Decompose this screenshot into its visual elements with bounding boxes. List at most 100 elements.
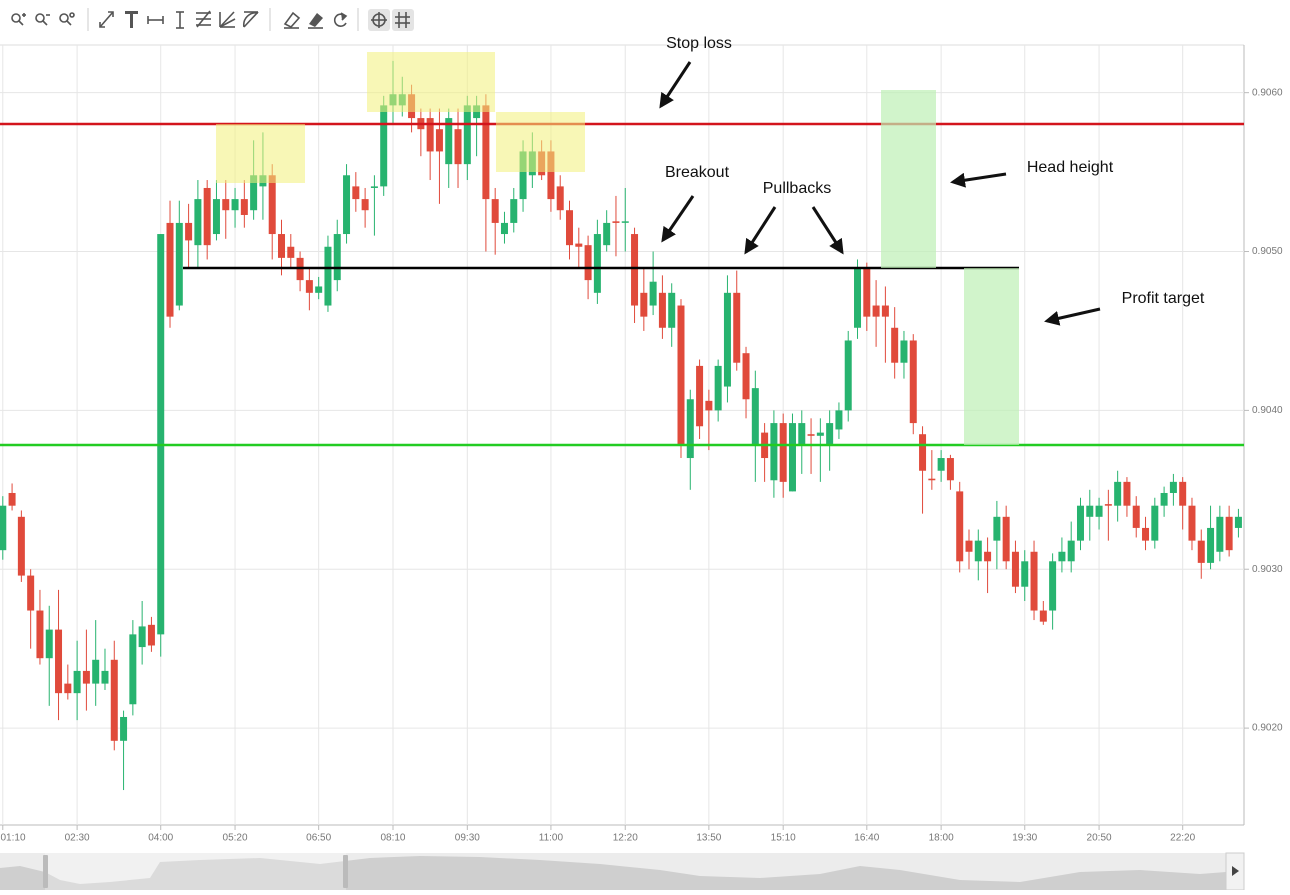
- candle-body: [993, 516, 1001, 541]
- navigator-handle[interactable]: [343, 855, 348, 888]
- candle-body: [1216, 516, 1224, 552]
- y-tick-label: 0.9060: [1252, 87, 1283, 98]
- y-tick-label: 0.9040: [1252, 405, 1283, 416]
- candle-body: [73, 670, 81, 694]
- grid-tool-active[interactable]: [392, 9, 414, 31]
- candle-body: [36, 610, 44, 659]
- candle-body: [92, 659, 100, 684]
- candles: [0, 60, 1242, 791]
- candle-body: [612, 221, 620, 223]
- candle-body: [835, 410, 843, 430]
- candle-body: [696, 365, 704, 427]
- navigator-handle[interactable]: [43, 855, 48, 888]
- candle-body: [157, 234, 165, 635]
- candle-body: [974, 540, 982, 562]
- candle-body: [482, 105, 490, 200]
- x-tick-label: 20:50: [1087, 833, 1112, 844]
- candle-body: [333, 234, 341, 281]
- zoom-in-tool[interactable]: [11, 13, 26, 26]
- candle-body: [1049, 561, 1057, 611]
- candle-body: [779, 423, 787, 482]
- y-tick-label: 0.9020: [1252, 723, 1283, 734]
- candle-body: [370, 186, 378, 188]
- candle-body: [1002, 516, 1010, 562]
- text-tool[interactable]: [125, 11, 138, 28]
- horizontal-measure-tool[interactable]: [147, 16, 164, 24]
- candle-body: [435, 129, 443, 152]
- candle-body: [1234, 516, 1242, 528]
- fibonacci-tool[interactable]: [196, 10, 211, 28]
- x-tick-label: 04:00: [148, 833, 173, 844]
- annotation: Profit target: [1122, 290, 1205, 307]
- x-tick-label: 08:10: [380, 833, 405, 844]
- candle-body: [844, 340, 852, 411]
- candle-body: [956, 491, 964, 562]
- candle-body: [742, 353, 750, 400]
- arc-tool[interactable]: [243, 11, 259, 28]
- candle-body: [1207, 527, 1215, 563]
- x-tick-label: 12:20: [613, 833, 638, 844]
- candle-body: [500, 222, 508, 235]
- candle-body: [101, 670, 109, 684]
- candle-body: [1188, 505, 1196, 541]
- candle-body: [1169, 481, 1177, 493]
- candle-body: [919, 434, 927, 471]
- highlight-box: [496, 112, 585, 172]
- candle-body: [593, 234, 601, 293]
- candle-body: [278, 234, 286, 258]
- candle-body: [946, 458, 954, 481]
- candle-body: [8, 492, 16, 506]
- x-tick-label: 09:30: [455, 833, 480, 844]
- grid-tool[interactable]: [395, 12, 410, 28]
- erase-all-tool[interactable]: [308, 13, 323, 29]
- y-tick-label: 0.9050: [1252, 246, 1283, 257]
- candle-body: [1039, 610, 1047, 622]
- candle-body: [129, 634, 137, 705]
- candle-body: [82, 670, 90, 684]
- candle-body: [863, 268, 871, 317]
- fan-tool[interactable]: [219, 11, 236, 28]
- candle-body: [1104, 504, 1112, 506]
- candle-body: [556, 186, 564, 211]
- x-tick-label: 22:20: [1170, 833, 1195, 844]
- candle-body: [17, 516, 25, 576]
- arrow: [811, 206, 844, 255]
- candle-body: [1114, 481, 1122, 506]
- candle-body: [352, 186, 360, 200]
- crosshair-tool[interactable]: [371, 12, 387, 28]
- candle-body: [1123, 481, 1131, 506]
- candle-body: [343, 175, 351, 235]
- zoom-reset-tool[interactable]: [59, 12, 75, 26]
- zoom-out-tool[interactable]: [35, 13, 50, 26]
- candle-body: [1011, 551, 1019, 587]
- navigator-window[interactable]: [45, 853, 346, 890]
- candle-body: [463, 105, 471, 165]
- candle-body: [27, 575, 35, 611]
- x-tick-label: 13:50: [696, 833, 721, 844]
- candle-body: [668, 292, 676, 328]
- candle-body: [361, 199, 369, 211]
- navigator-series: [0, 856, 1226, 890]
- refresh-tool[interactable]: [333, 12, 348, 27]
- candle-body: [928, 478, 936, 481]
- candle-body: [705, 400, 713, 411]
- x-tick-label: 11:00: [539, 833, 564, 844]
- candle-body: [231, 199, 239, 211]
- candle-body: [1225, 516, 1233, 551]
- candle-body: [1095, 505, 1103, 517]
- arrow: [659, 61, 692, 109]
- annotations: Stop loss Breakout Pullbacks Head height…: [659, 35, 1205, 326]
- vertical-measure-tool[interactable]: [176, 11, 184, 29]
- candle-body: [1021, 561, 1029, 587]
- candle-body: [426, 118, 434, 152]
- candle-body: [185, 222, 193, 241]
- candle-body: [287, 246, 295, 258]
- erase-tool[interactable]: [283, 11, 301, 29]
- arrow: [661, 195, 695, 243]
- candle-body: [909, 340, 917, 424]
- trend-line-tool[interactable]: [99, 11, 114, 28]
- x-tick-label: 19:30: [1012, 833, 1037, 844]
- candle-body: [240, 199, 248, 215]
- candle-body: [510, 199, 518, 223]
